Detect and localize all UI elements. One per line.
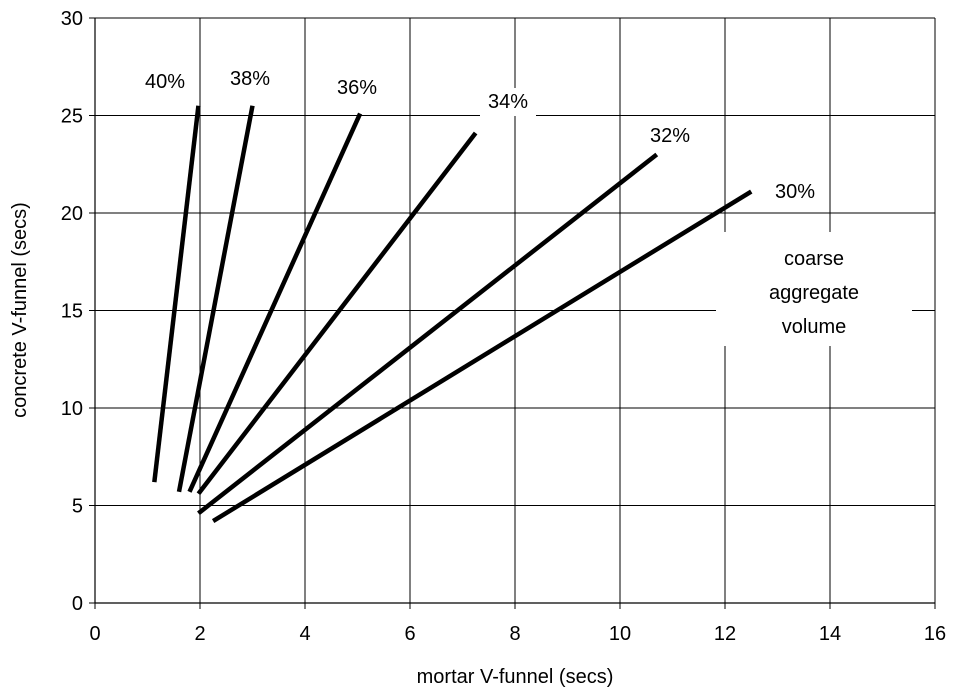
x-tick-label: 10	[609, 623, 631, 645]
annotation-line: coarse	[784, 248, 844, 270]
x-tick-label: 2	[194, 623, 205, 645]
series-label-backgrounds	[137, 65, 823, 206]
y-tick-label: 30	[61, 8, 83, 30]
series-label: 32%	[650, 125, 690, 147]
x-tick-label: 12	[714, 623, 736, 645]
x-tick-label: 16	[924, 623, 946, 645]
series-label-bg	[137, 68, 193, 96]
y-axis-title: concrete V-funnel (secs)	[9, 202, 31, 418]
series-line	[196, 131, 478, 496]
series-line	[211, 189, 753, 524]
series-label-bg	[480, 88, 536, 116]
y-tick-label: 20	[61, 203, 83, 225]
y-tick-label: 10	[61, 398, 83, 420]
series-line	[152, 105, 201, 483]
axes	[89, 17, 936, 609]
series-labels: 40% 38% 36% 34% 32% 30%	[145, 68, 815, 203]
series-lines	[152, 105, 753, 524]
annotation-line: volume	[782, 316, 846, 338]
x-tick-label: 14	[819, 623, 841, 645]
x-tick-label: 0	[89, 623, 100, 645]
series-line	[187, 112, 363, 493]
x-tick-label: 6	[404, 623, 415, 645]
series-label: 36%	[337, 77, 377, 99]
series-label-bg	[642, 122, 698, 150]
series-label-bg	[222, 65, 278, 93]
x-axis-title: mortar V-funnel (secs)	[417, 666, 614, 688]
series-line	[197, 152, 659, 516]
x-tick-label: 8	[509, 623, 520, 645]
series-label: 34%	[488, 91, 528, 113]
series-line	[176, 105, 255, 493]
series-label: 30%	[775, 181, 815, 203]
series-label-bg	[767, 178, 823, 206]
series-label: 40%	[145, 71, 185, 93]
annotation-bg	[716, 232, 912, 346]
tick-labels: 0 2 4 6 8 10 12 14 16 0 5 10 15 20 25 30	[61, 8, 946, 645]
y-tick-label: 15	[61, 301, 83, 323]
y-tick-label: 5	[72, 496, 83, 518]
series-label: 38%	[230, 68, 270, 90]
annotation-line: aggregate	[769, 282, 859, 304]
annotation: coarse aggregate volume	[716, 232, 912, 346]
y-tick-label: 0	[72, 593, 83, 615]
y-tick-label: 25	[61, 106, 83, 128]
x-tick-label: 4	[299, 623, 310, 645]
series-label-bg	[329, 74, 385, 102]
